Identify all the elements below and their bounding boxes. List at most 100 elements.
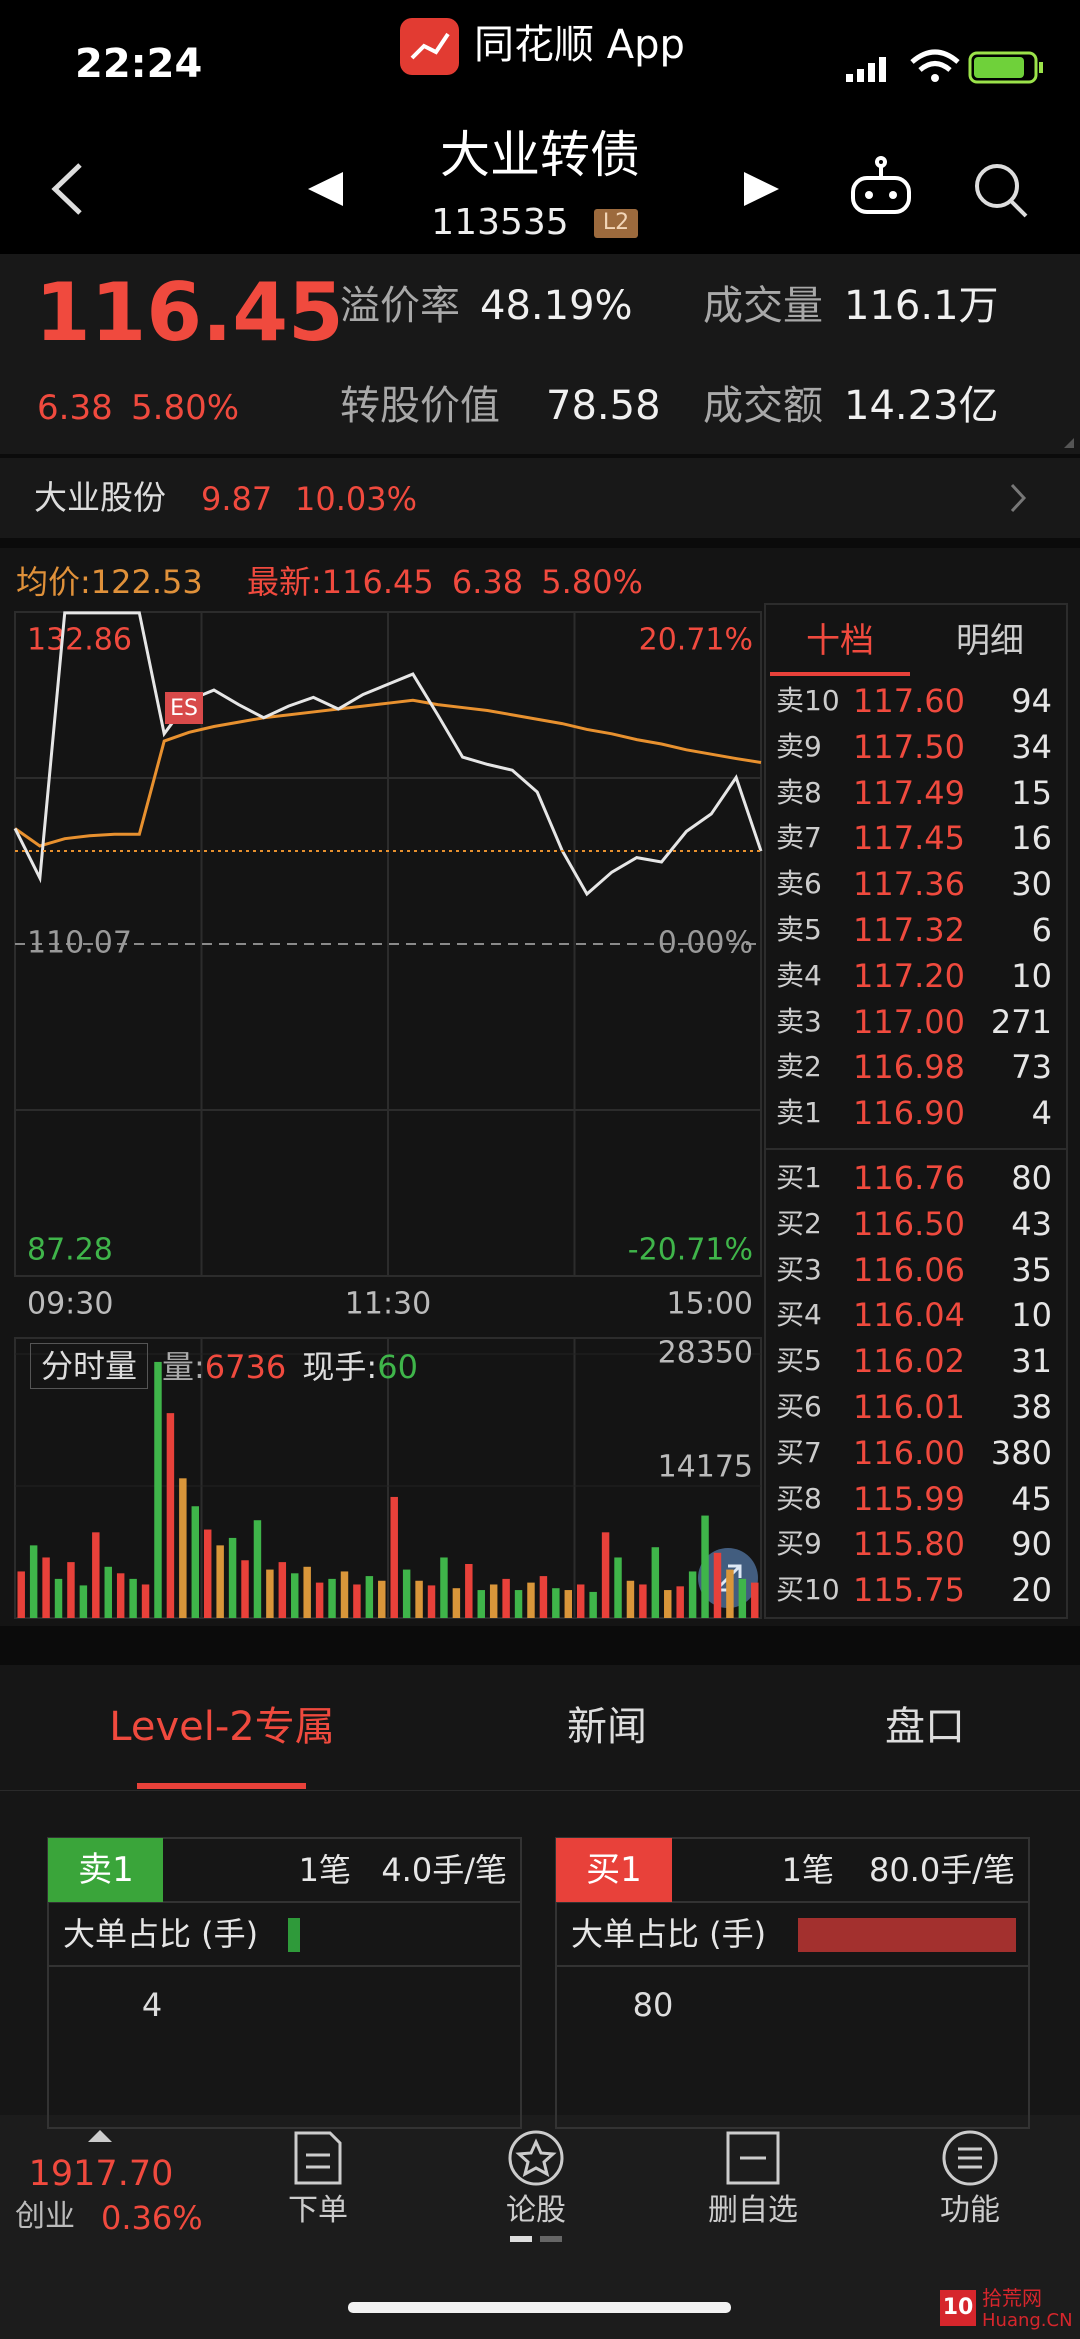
book-label: 卖3 xyxy=(776,1004,822,1038)
section-tab[interactable]: Level-2专属 xyxy=(109,1704,335,1750)
book-tab[interactable]: 十档 xyxy=(806,621,874,661)
quote-label: 成交量 xyxy=(703,283,823,329)
nav-item[interactable]: 下单 xyxy=(288,2193,348,2228)
volume-bar xyxy=(738,1578,747,1618)
card-value: 4 xyxy=(141,1986,163,2024)
watermark-site: 拾荒网 xyxy=(982,2286,1042,2310)
prev-button[interactable] xyxy=(308,172,343,206)
nav-item[interactable]: 功能 xyxy=(940,2193,1000,2228)
page-dot xyxy=(510,2236,532,2242)
volume-bar xyxy=(427,1585,436,1618)
volume-bar xyxy=(104,1566,112,1618)
badge xyxy=(594,209,638,238)
volume-bar xyxy=(17,1571,25,1618)
index-value[interactable]: 1917.70 xyxy=(28,2154,174,2194)
book-price: 115.75 xyxy=(853,1571,965,1610)
quote-value: 14.23亿 xyxy=(844,383,999,429)
order-book-frame xyxy=(764,603,1068,1619)
volume-bar xyxy=(614,1557,622,1618)
book-qty: 4 xyxy=(1031,1094,1052,1133)
volume-bar xyxy=(415,1580,423,1618)
book-label: 买5 xyxy=(776,1344,822,1378)
book-price: 117.60 xyxy=(853,682,965,720)
volume-bar xyxy=(141,1584,150,1618)
book-label: 买3 xyxy=(776,1252,822,1286)
book-price: 116.50 xyxy=(853,1204,965,1243)
price: 116.45 xyxy=(35,266,344,359)
volume-bar xyxy=(465,1563,473,1618)
corner-mark xyxy=(1064,438,1074,448)
vol-value: 6736 xyxy=(204,1348,287,1386)
card-count: 1笔 xyxy=(298,1851,351,1889)
volume-bar xyxy=(266,1569,274,1618)
book-tab[interactable]: 明细 xyxy=(956,621,1024,661)
stock-price: 9.87 xyxy=(201,480,273,518)
book-qty: 43 xyxy=(1011,1204,1052,1243)
book-label: 买10 xyxy=(776,1573,840,1607)
volume-bar xyxy=(353,1584,361,1618)
stock-panel xyxy=(0,458,1080,538)
book-qty: 73 xyxy=(1011,1048,1052,1087)
book-qty: 90 xyxy=(1011,1525,1052,1564)
book-label: 买7 xyxy=(776,1435,822,1469)
book-qty: 35 xyxy=(1011,1250,1052,1289)
stock-change: 10.03% xyxy=(295,480,418,518)
volume-bar xyxy=(340,1571,349,1618)
volume-bar xyxy=(688,1571,697,1618)
back-button[interactable] xyxy=(51,163,82,215)
book-qty: 10 xyxy=(1011,956,1052,995)
robot-button[interactable] xyxy=(851,156,911,214)
last-label: 最新: xyxy=(246,563,322,601)
book-price: 115.99 xyxy=(853,1479,965,1518)
next-button[interactable] xyxy=(744,172,779,206)
avg-label: 均价: xyxy=(16,563,91,601)
volume-bar xyxy=(67,1562,75,1618)
section-tab[interactable]: 盘口 xyxy=(885,1704,965,1750)
book-qty: 10 xyxy=(1011,1296,1052,1335)
quote-value: 116.1万 xyxy=(844,283,999,329)
book-price: 116.04 xyxy=(853,1296,965,1335)
volume-bar xyxy=(129,1578,137,1618)
book-price: 117.32 xyxy=(853,911,965,949)
ratio-bar xyxy=(798,1918,1016,1952)
volume-bar xyxy=(116,1573,125,1618)
volume-bar xyxy=(216,1545,224,1618)
card-ratio-label: 大单占比 (手) xyxy=(571,1915,767,1953)
volume-bar xyxy=(489,1584,498,1618)
last-value: 116.45 xyxy=(321,563,434,601)
volume-bar xyxy=(29,1545,38,1618)
volume-bar xyxy=(601,1532,610,1618)
battery xyxy=(968,51,1038,84)
vol-label: 量: xyxy=(162,1348,205,1386)
section-tab[interactable]: 新闻 xyxy=(567,1704,647,1750)
tab-underline xyxy=(770,672,910,676)
avg-value: 122.53 xyxy=(90,563,203,601)
volume-bar xyxy=(664,1590,672,1618)
volume-bar xyxy=(477,1590,485,1618)
volume-bar xyxy=(228,1537,237,1618)
nav-item[interactable]: 删自选 xyxy=(708,2193,798,2228)
book-price: 116.76 xyxy=(853,1159,965,1197)
book-qty: 20 xyxy=(1011,1571,1052,1610)
book-price: 116.06 xyxy=(853,1250,965,1289)
volume-bar xyxy=(527,1582,535,1618)
side-badge xyxy=(556,1838,672,1902)
chevron[interactable] xyxy=(1010,483,1027,513)
book-price: 117.36 xyxy=(853,865,965,904)
volume-bar xyxy=(576,1584,585,1618)
book-label: 买1 xyxy=(776,1161,822,1194)
volume-bar xyxy=(626,1580,635,1618)
search-button[interactable] xyxy=(975,164,1028,218)
nav-item[interactable]: 论股 xyxy=(506,2193,566,2228)
level2-panel xyxy=(0,1665,1080,2115)
index-pct: 0.36% xyxy=(101,2199,203,2237)
annotation-box xyxy=(165,692,203,724)
book-price: 116.02 xyxy=(853,1342,965,1381)
book-qty: 30 xyxy=(1011,865,1052,904)
volume-title[interactable]: 分时量 xyxy=(30,1343,148,1389)
book-qty: 80 xyxy=(1011,1159,1052,1197)
volume-bar xyxy=(726,1569,734,1618)
page-dot xyxy=(540,2236,562,2242)
card-avg: 80.0手/笔 xyxy=(868,1851,1015,1889)
